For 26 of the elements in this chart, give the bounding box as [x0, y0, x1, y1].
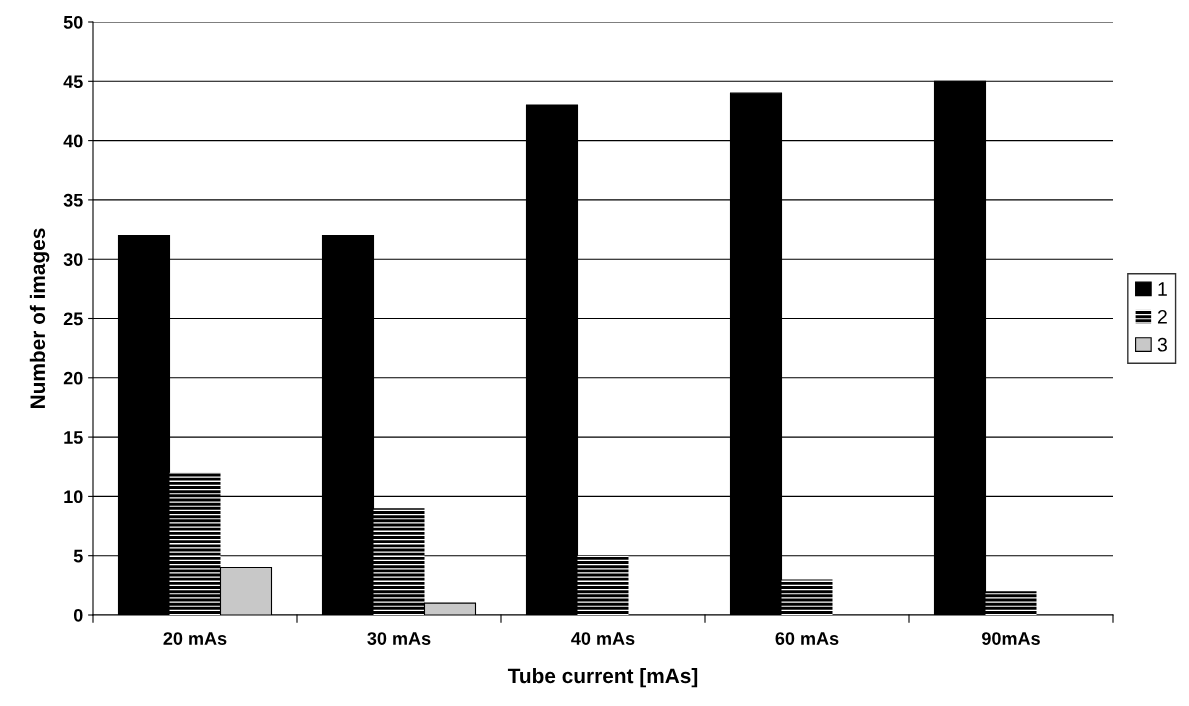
x-tick-label: 30 mAs [367, 632, 431, 645]
y-tick-label: 45 [63, 75, 83, 89]
bar [577, 555, 629, 615]
legend-label: 2 [1157, 309, 1167, 324]
y-tick-label: 10 [64, 490, 83, 504]
y-tick-label: 35 [63, 193, 83, 207]
bar [781, 579, 833, 615]
y-tick-label: 25 [63, 312, 83, 326]
legend-label: 3 [1157, 337, 1167, 352]
y-tick-label: 5 [73, 549, 83, 563]
y-tick-label: 15 [64, 431, 83, 444]
y-tick-label: 50 [63, 15, 83, 29]
y-tick-label: 20 [63, 371, 83, 385]
y-tick-label: 0 [73, 608, 83, 622]
y-axis-title: Number of images [29, 228, 50, 408]
bar [373, 508, 425, 615]
x-tick-label: 20 mAs [163, 632, 227, 645]
y-tick-label: 40 [63, 134, 83, 148]
bar [169, 472, 221, 615]
y-tick-label: 30 [63, 253, 83, 266]
legend-label: 1 [1158, 282, 1167, 296]
x-tick-label: 40 mAs [571, 632, 635, 645]
x-tick-label: 60 mAs [775, 632, 839, 645]
x-axis-title: Tube current [mAs] [507, 667, 698, 688]
x-tick-label: 90mAs [982, 632, 1040, 645]
bar [985, 591, 1037, 615]
